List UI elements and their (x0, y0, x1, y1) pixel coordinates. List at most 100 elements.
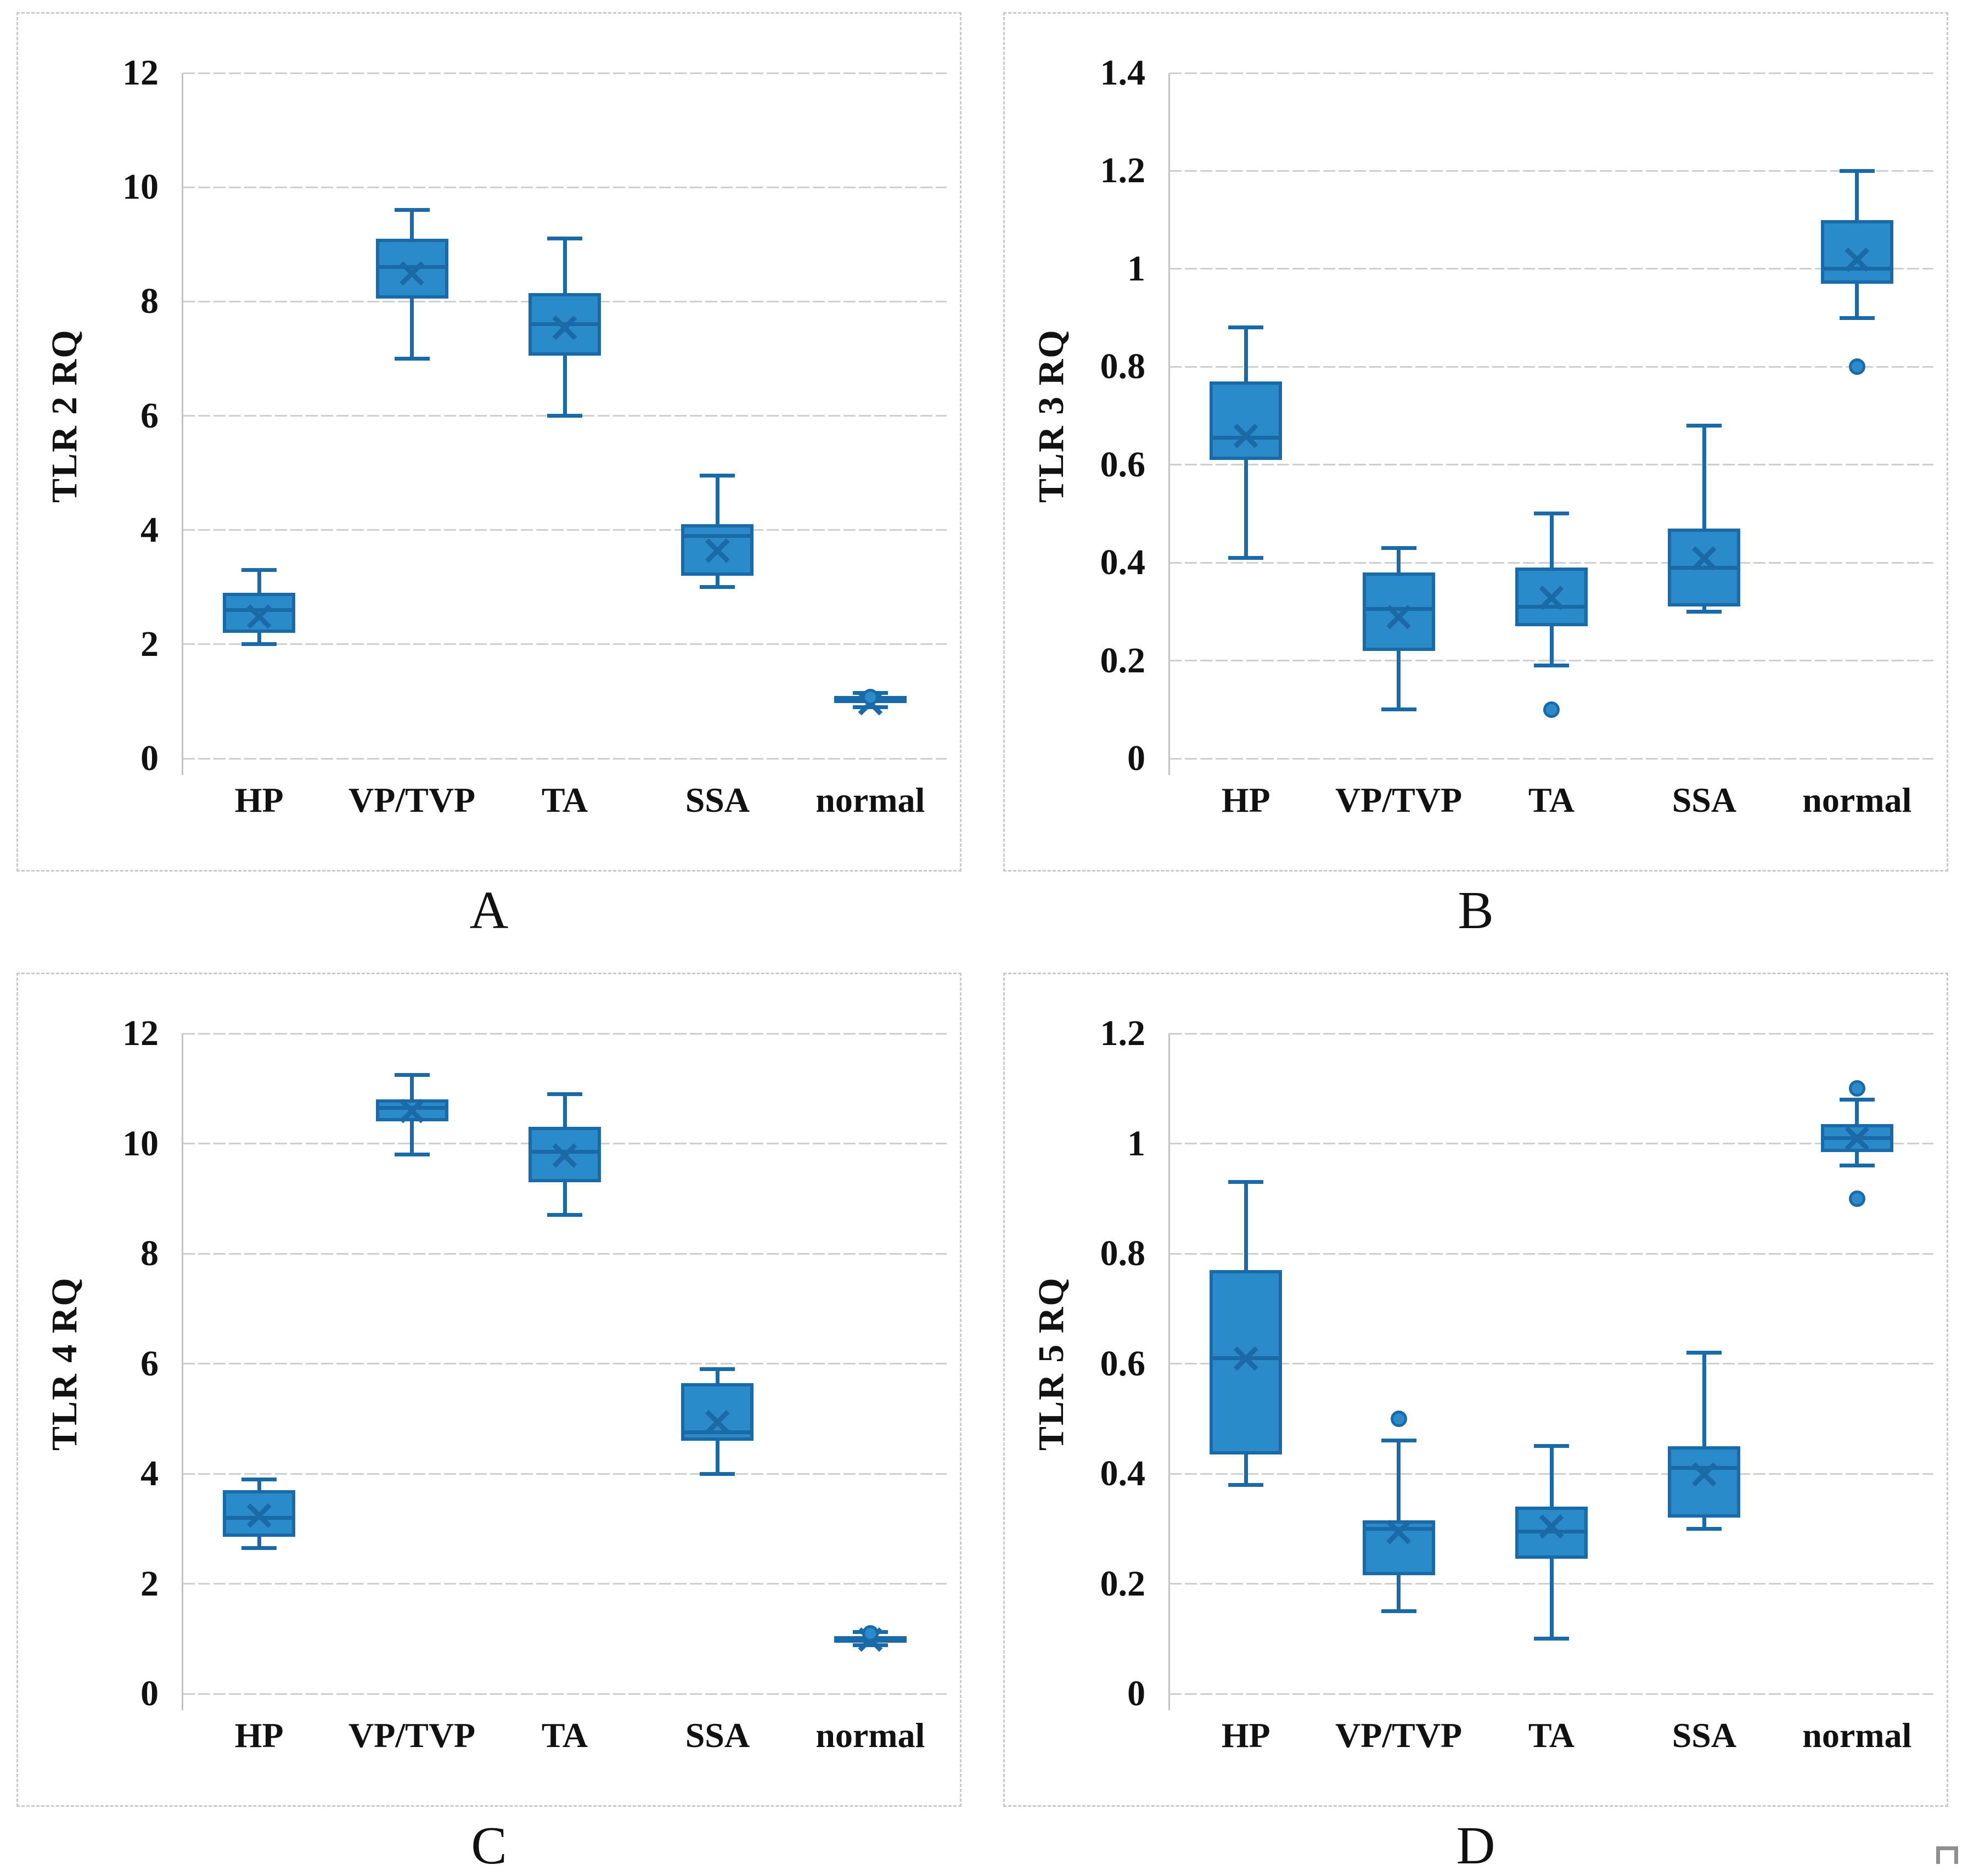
gridline (1169, 1143, 1933, 1144)
y-tick-label: 12 (122, 1013, 159, 1053)
whisker-cap-bottom (1228, 555, 1264, 560)
stray-mark (1936, 1846, 1958, 1864)
panel-cell-b: TLR 3 RQ × × × × × 0 0.2 0.4 0.6 0.8 1 1.2 1.4 HP VP/… (1003, 12, 1948, 941)
mean-marker: × (1839, 234, 1875, 283)
mean-marker: × (394, 248, 430, 297)
plot-area-c: ××××× (182, 1032, 947, 1710)
median-line (223, 1515, 296, 1520)
x-category-label: VP/TVP (1335, 1716, 1463, 1755)
y-tick-label: 0.8 (1100, 1233, 1146, 1273)
box (528, 1127, 601, 1182)
x-category-label: normal (1802, 1716, 1912, 1755)
box (1210, 1270, 1283, 1454)
outlier-dot (1848, 1190, 1865, 1207)
whisker-cap-bottom (1534, 663, 1569, 667)
y-tick-label: 0.6 (1100, 1343, 1146, 1384)
gridline (183, 1252, 947, 1255)
y-tick-label: 0.6 (1100, 444, 1146, 485)
median-line (1362, 607, 1435, 611)
median-line (681, 533, 754, 538)
whisker-cap-top (700, 474, 735, 478)
outlier-dot (1848, 1080, 1865, 1097)
whisker-cap-bottom (700, 585, 735, 589)
mean-marker: × (1686, 1448, 1722, 1497)
whisker-cap-top (1534, 1444, 1569, 1448)
gridline (183, 1583, 947, 1585)
box (681, 524, 754, 576)
whisker-cap-top (700, 1367, 735, 1372)
whisker-cap-top (1381, 546, 1416, 550)
gridline (1169, 170, 1933, 172)
median-line (1820, 1136, 1893, 1140)
x-category-label: TA (1528, 780, 1575, 819)
x-category-label: TA (1528, 1716, 1575, 1755)
y-tick-label: 0.2 (1100, 640, 1146, 681)
whisker-cap-bottom (241, 642, 277, 647)
whisker-cap-top (1534, 512, 1569, 516)
y-tick-label: 1 (1127, 248, 1145, 289)
median-line (223, 608, 296, 612)
x-category-label: TA (541, 780, 588, 819)
panel-cell-a: TLR 2 RQ ××××× 024681012HPVP/TVPTASSAnor… (16, 12, 961, 941)
x-category-label: SSA (1672, 780, 1737, 819)
x-category-label: HP (234, 780, 284, 819)
whisker-cap-top (1686, 1350, 1722, 1355)
panel-cell-d: TLR 5 RQ × × × × × 0 0.2 0.4 0.6 0.8 1 1.2 HP VP/TVP… (1003, 973, 1948, 1876)
y-tick-label: 10 (122, 167, 159, 207)
y-tick-label: 0 (1127, 738, 1145, 778)
y-tick-label: 2 (140, 624, 159, 664)
gridline (1169, 1693, 1933, 1695)
outlier-dot (862, 1625, 879, 1642)
whisker-cap-top (1228, 325, 1264, 330)
median-line (681, 1430, 754, 1435)
median-line (1362, 1526, 1435, 1531)
mean-marker: × (241, 590, 277, 639)
median-line (1515, 604, 1588, 609)
gridline (183, 1473, 947, 1475)
y-tick-label: 6 (140, 1343, 159, 1384)
outlier-dot (862, 688, 879, 705)
mean-marker: × (700, 525, 735, 574)
y-axis-line (182, 73, 183, 775)
mean-marker: × (1228, 1333, 1264, 1382)
whisker-cap-bottom (852, 705, 888, 709)
panel-cell-c: TLR 4 RQ ××××× 024681012HPVP/TVPTASSAnor… (16, 973, 961, 1876)
panel-d: TLR 5 RQ × × × × × 0 0.2 0.4 0.6 0.8 1 1.2 HP VP/TVP… (1003, 973, 1948, 1807)
gridline (183, 1032, 947, 1035)
y-tick-label: 2 (140, 1563, 159, 1604)
mean-marker: × (1839, 1113, 1875, 1162)
whisker-cap-bottom (1534, 1637, 1569, 1641)
mean-marker: × (1686, 532, 1722, 582)
gridline (183, 1363, 947, 1364)
mean-marker: × (547, 302, 582, 351)
whisker-cap-top (1686, 423, 1722, 428)
panel-letter-a: A (469, 881, 509, 940)
y-tick-label: 12 (122, 53, 159, 93)
y-axis-line (1168, 73, 1170, 775)
y-tick-label: 8 (140, 1233, 159, 1273)
panel-b: TLR 3 RQ × × × × × 0 0.2 0.4 0.6 0.8 1 1.2 1.4 HP VP/… (1003, 12, 1948, 872)
gridline (1169, 1032, 1933, 1035)
whisker-cap-top (394, 1072, 430, 1077)
panel-letter-d: D (1456, 1816, 1495, 1875)
x-category-label: SSA (685, 1716, 750, 1755)
median-line (1820, 267, 1893, 271)
whisker-cap-bottom (241, 1546, 277, 1550)
mean-marker: × (1534, 1501, 1569, 1550)
median-line (1515, 1529, 1588, 1534)
gridline (183, 186, 947, 188)
mean-marker: × (394, 1085, 430, 1134)
plot-area-b: × × × × × (1168, 72, 1933, 775)
whisker-cap-bottom (1839, 316, 1875, 320)
gridline (1169, 757, 1933, 760)
box (223, 593, 296, 633)
whisker-cap-top (1381, 1439, 1416, 1443)
x-category-label: normal (1802, 780, 1912, 819)
box (1210, 381, 1283, 460)
gridline (1169, 464, 1933, 466)
median-line (375, 265, 448, 269)
whisker-cap-top (241, 1477, 277, 1481)
whisker-cap-bottom (700, 1471, 735, 1476)
whisker-cap-bottom (394, 1153, 430, 1157)
